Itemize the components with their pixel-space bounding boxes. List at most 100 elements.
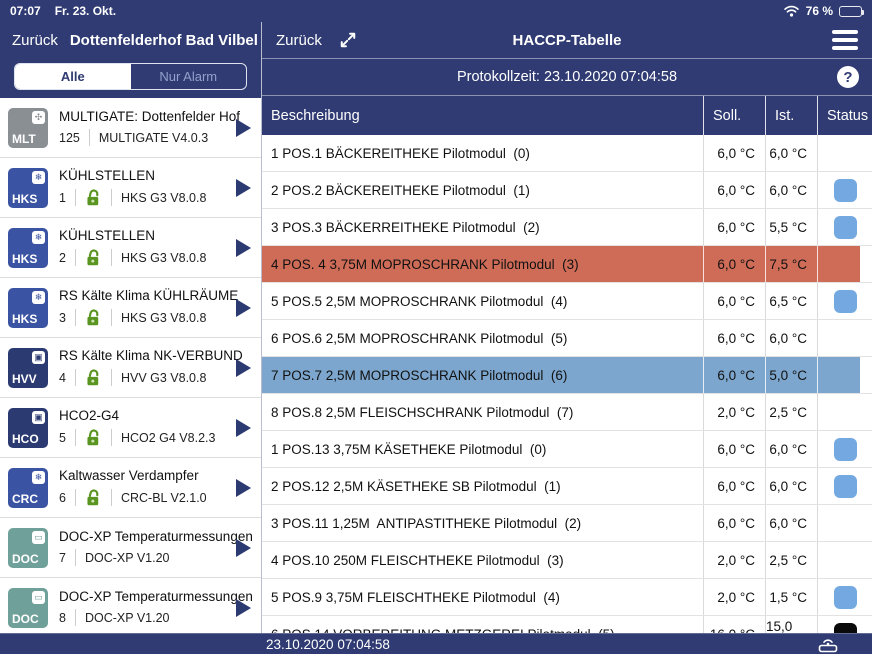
table-row[interactable]: 5 POS.9 3,75M FLEISCHTHEKE Pilotmodul (4… [262,579,872,616]
segment-alle[interactable]: Alle [15,64,131,89]
device-type-badge-icon: ▭ [32,590,45,604]
row-soll-value: 6,0 °C [703,505,765,541]
table-row[interactable]: 7 POS.7 2,5M MOPROSCHRANK Pilotmodul (6)… [262,357,872,394]
table-row[interactable]: 2 POS.12 2,5M KÄSETHEKE SB Pilotmodul (1… [262,468,872,505]
disclosure-arrow-icon [236,598,251,617]
device-tile: ▭ DOC [8,527,48,568]
table-row[interactable]: 3 POS.3 BÄCKERREITHEKE Pilotmodul (2) 6,… [262,209,872,246]
table-row[interactable]: 1 POS.13 3,75M KÄSETHEKE Pilotmodul (0) … [262,431,872,468]
device-title: KÜHLSTELLEN [59,168,156,183]
battery-icon [839,5,864,17]
device-list-item[interactable]: ✣ MLT MULTIGATE: Dottenfelder Hof 125 MU… [0,98,261,158]
main-nav: Zurück HACCP-Tabelle [262,22,872,58]
expand-icon[interactable] [338,30,358,50]
row-ist-value: 6,5 °C [765,283,817,319]
status-bar: 07:07 Fr. 23. Okt. 76 % [0,0,872,22]
device-title: RS Kälte Klima KÜHLRÄUME [59,288,239,303]
row-ist-value: 6,0 °C [765,505,817,541]
help-button[interactable]: ? [837,66,859,88]
table-body: 1 POS.1 BÄCKEREITHEKE Pilotmodul (0) 6,0… [262,135,872,654]
row-description: 5 POS.5 2,5M MOPROSCHRANK Pilotmodul (4) [271,293,568,309]
table-row[interactable]: 4 POS.10 250M FLEISCHTHEKE Pilotmodul (3… [262,542,872,579]
column-header-ist: Ist. [765,96,817,135]
table-row[interactable]: 3 POS.11 1,25M ANTIPASTITHEKE Pilotmodul… [262,505,872,542]
divider [110,189,112,206]
row-ist-value: 6,0 °C [765,172,817,208]
row-description: 7 POS.7 2,5M MOPROSCHRANK Pilotmodul (6) [271,367,568,383]
device-list-item[interactable]: ❄ HKS KÜHLSTELLEN 2 HKS [0,218,261,278]
device-title: DOC-XP Temperaturmessungen [59,589,253,604]
row-ist-value: 7,5 °C [765,246,817,282]
online-status-indicator [849,637,864,652]
divider [110,429,112,446]
row-ist-value: 6,0 °C [765,431,817,467]
device-tile: ▭ DOC [8,587,48,628]
device-list-item[interactable]: ▭ DOC DOC-XP Temperaturmessungen 8 DOC-X… [0,578,261,638]
device-type-badge-icon: ▣ [32,350,45,364]
device-number: 1 [59,190,66,205]
row-ist-value: 1,5 °C [765,579,817,615]
device-list-item[interactable]: ❄ HKS KÜHLSTELLEN 1 HKS [0,158,261,218]
row-ist-value: 6,0 °C [765,320,817,356]
segment-nur-alarm[interactable]: Nur Alarm [159,69,218,84]
main-back-button[interactable]: Zurück [276,31,322,49]
status-indicator [833,178,857,202]
table-row[interactable]: 2 POS.2 BÄCKEREITHEKE Pilotmodul (1) 6,0… [262,172,872,209]
row-description: 6 POS.6 2,5M MOPROSCHRANK Pilotmodul (5) [271,330,568,346]
device-number: 7 [59,550,66,565]
device-list-item[interactable]: ▣ HCO HCO2-G4 5 HCO2 G4 [0,398,261,458]
table-row[interactable]: 8 POS.8 2,5M FLEISCHSCHRANK Pilotmodul (… [262,394,872,431]
segmented-control: Alle Nur Alarm [14,63,247,90]
device-list-item[interactable]: ▣ HVV RS Kälte Klima NK-VERBUND 4 [0,338,261,398]
device-title: HCO2-G4 [59,408,120,423]
device-code-label: HKS [12,311,38,326]
device-list-item[interactable]: ❄ HKS RS Kälte Klima KÜHLRÄUME 3 [0,278,261,338]
device-title: MULTIGATE: Dottenfelder Hof [59,109,241,124]
unlocked-padlock-icon [85,368,102,387]
divider [74,549,76,566]
row-description: 2 POS.2 BÄCKEREITHEKE Pilotmodul (1) [271,182,530,198]
device-list-item[interactable]: ▭ DOC DOC-XP Temperaturmessungen 7 DOC-X… [0,518,261,578]
row-status-cell [817,172,872,208]
menu-button[interactable] [832,30,858,50]
device-list-item[interactable]: ❄ CRC Kaltwasser Verdampfer 6 [0,458,261,518]
disclosure-arrow-icon [236,538,251,557]
row-soll-value: 6,0 °C [703,357,765,393]
status-indicator [833,474,857,498]
device-number: 125 [59,130,80,145]
table-row[interactable]: 6 POS.6 2,5M MOPROSCHRANK Pilotmodul (5)… [262,320,872,357]
divider [74,609,76,626]
device-title: DOC-XP Temperaturmessungen [59,529,253,544]
column-header-soll: Soll. [703,96,765,135]
table-row[interactable]: 5 POS.5 2,5M MOPROSCHRANK Pilotmodul (4)… [262,283,872,320]
lock-wrap [85,368,112,387]
row-soll-value: 6,0 °C [703,283,765,319]
device-version: HKS G3 V8.0.8 [120,190,207,205]
row-soll-value: 6,0 °C [703,431,765,467]
row-description: 1 POS.13 3,75M KÄSETHEKE Pilotmodul (0) [271,441,547,457]
device-code-label: CRC [12,491,38,506]
device-version: HVV G3 V8.0.8 [120,370,207,385]
table-row[interactable]: 1 POS.1 BÄCKEREITHEKE Pilotmodul (0) 6,0… [262,135,872,172]
device-title: RS Kälte Klima NK-VERBUND [59,348,243,363]
row-description: 2 POS.12 2,5M KÄSETHEKE SB Pilotmodul (1… [271,478,561,494]
row-status-cell [817,246,872,282]
disclosure-arrow-icon [236,358,251,377]
row-description: 4 POS. 4 3,75M MOPROSCHRANK Pilotmodul (… [271,256,579,272]
disclosure-arrow-icon [236,418,251,437]
divider [110,489,112,506]
battery-percent-label: 76 % [805,4,833,18]
row-status-cell [817,505,872,541]
device-type-badge-icon: ❄ [32,290,45,304]
status-indicator [833,437,857,461]
lock-wrap [85,428,112,447]
divider [74,249,76,266]
unlocked-padlock-icon [85,248,102,267]
device-type-badge-icon: ❄ [32,470,45,484]
sidebar-back-button[interactable]: Zurück [12,31,58,49]
row-soll-value: 2,0 °C [703,579,765,615]
device-type-badge-icon: ❄ [32,230,45,244]
device-tile: ❄ HKS [8,167,48,208]
table-row[interactable]: 4 POS. 4 3,75M MOPROSCHRANK Pilotmodul (… [262,246,872,283]
